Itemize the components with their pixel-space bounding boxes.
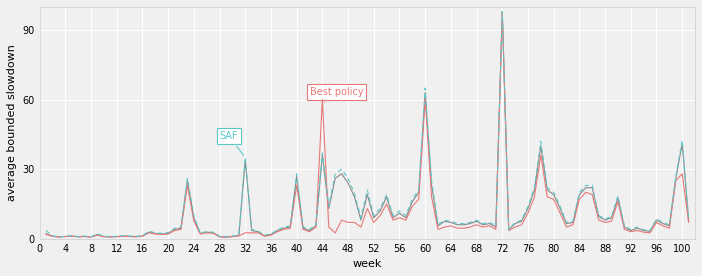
Y-axis label: average bounded slowdown: average bounded slowdown [7,44,17,201]
Text: SAF: SAF [220,131,244,155]
Text: Best policy: Best policy [310,87,363,102]
X-axis label: week: week [352,259,382,269]
